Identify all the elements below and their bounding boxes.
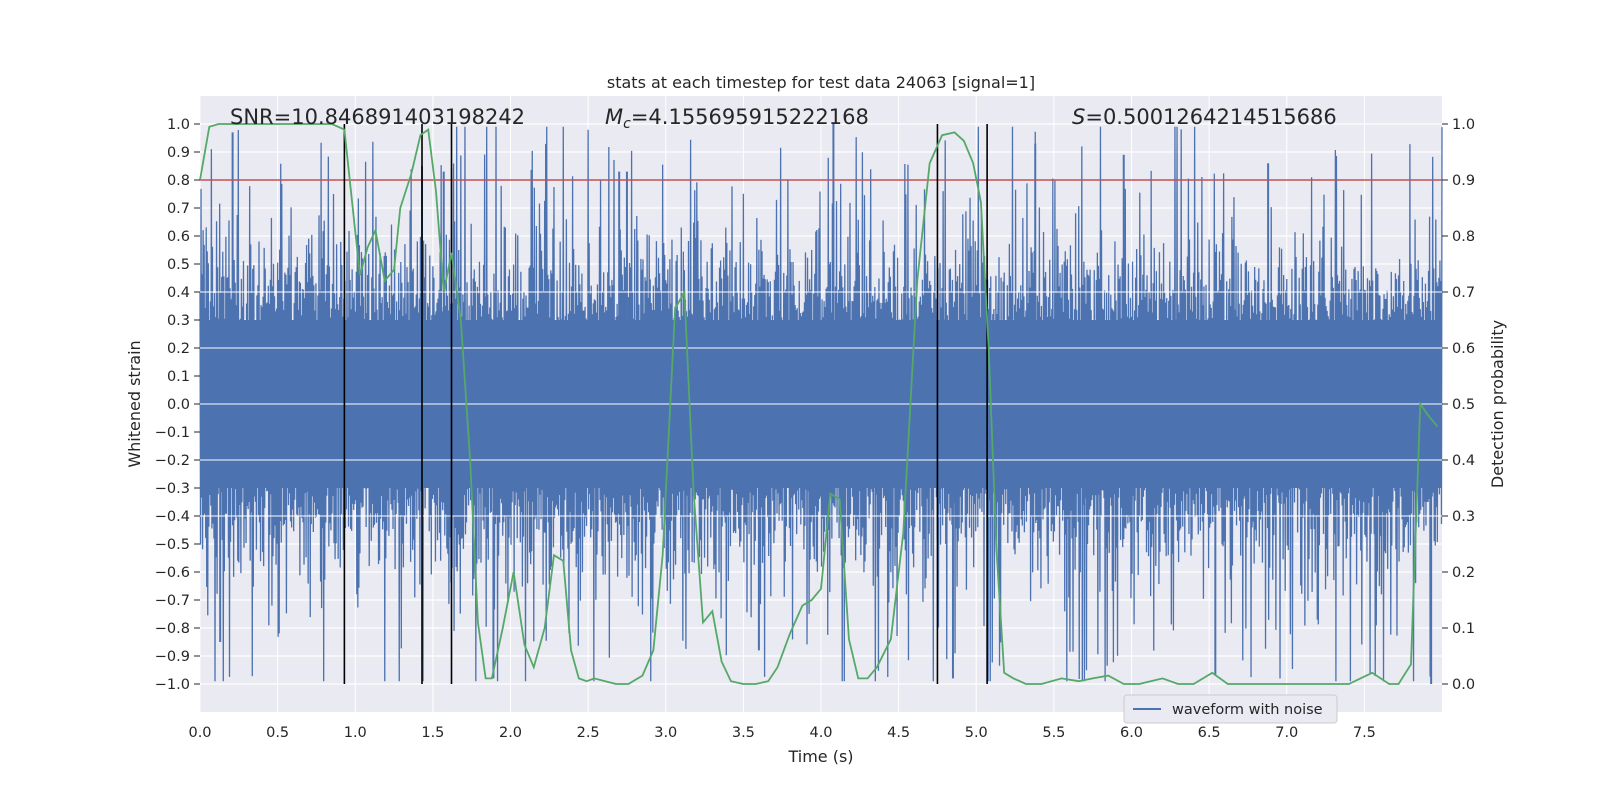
y-tick-label: 0.6 — [167, 229, 190, 245]
y-tick-label: −0.2 — [155, 453, 190, 469]
x-tick-label: 6.5 — [1198, 725, 1221, 741]
axis-ticks: 0.0 0.5 1.0 1.5 2.0 2.5 3.0 3.5 4.0 4.5 5.0 5.5 6.0 6… — [155, 117, 1475, 741]
waveform-series — [199, 124, 1443, 684]
y-tick-label: −1.0 — [155, 677, 190, 693]
y2-tick-label: 0.6 — [1452, 341, 1475, 357]
y-tick-label: −0.6 — [155, 565, 190, 581]
y-tick-label: 0.7 — [167, 201, 190, 217]
y2-tick-label: 0.4 — [1452, 453, 1475, 469]
y2-tick-label: 0.1 — [1452, 621, 1475, 637]
legend: waveform with noise — [1123, 694, 1338, 724]
s-symbol: S — [1072, 105, 1085, 129]
x-tick-label: 7.0 — [1275, 725, 1298, 741]
y2-tick-label: 0.3 — [1452, 509, 1475, 525]
x-tick-label: 4.5 — [887, 725, 910, 741]
y-tick-label: 0.0 — [167, 397, 190, 413]
y-tick-label: −0.1 — [155, 425, 190, 441]
y-tick-label: 0.2 — [167, 341, 190, 357]
y2-tick-label: 0.7 — [1452, 285, 1475, 301]
snr-annotation: SNR=10.846891403198242 — [230, 105, 525, 129]
y-tick-label: 0.9 — [167, 145, 190, 161]
chart-title: stats at each timestep for test data 240… — [607, 73, 1035, 92]
y-tick-label: 0.4 — [167, 285, 190, 301]
y-tick-label: 0.1 — [167, 369, 190, 385]
y2-tick-label: 0.2 — [1452, 565, 1475, 581]
y-tick-label: −0.8 — [155, 621, 190, 637]
y2-tick-label: 0.8 — [1452, 229, 1475, 245]
y-tick-label: 0.8 — [167, 173, 190, 189]
x-tick-label: 0.5 — [266, 725, 289, 741]
x-tick-label: 4.0 — [809, 725, 832, 741]
x-tick-label: 3.0 — [654, 725, 677, 741]
x-tick-label: 0.0 — [188, 725, 211, 741]
x-axis-label: Time (s) — [787, 747, 853, 766]
x-tick-label: 5.0 — [965, 725, 988, 741]
y2-axis-label: Detection probability — [1488, 320, 1507, 488]
y-tick-label: −0.7 — [155, 593, 190, 609]
chirp-mass-subscript: c — [623, 116, 631, 132]
s-annotation: S=0.5001264214515686 — [1072, 105, 1337, 129]
y-tick-label: −0.9 — [155, 649, 190, 665]
y-tick-label: 1.0 — [167, 117, 190, 133]
legend-box — [1123, 694, 1338, 724]
y2-tick-label: 0.9 — [1452, 173, 1475, 189]
y2-tick-label: 0.0 — [1452, 677, 1475, 693]
x-tick-label: 1.0 — [344, 725, 367, 741]
x-tick-label: 2.0 — [499, 725, 522, 741]
x-tick-label: 3.5 — [732, 725, 755, 741]
y-tick-label: −0.3 — [155, 481, 190, 497]
x-tick-label: 7.5 — [1353, 725, 1376, 741]
s-value: =0.5001264214515686 — [1085, 105, 1336, 129]
x-tick-label: 6.0 — [1120, 725, 1143, 741]
chirp-mass-symbol: M — [605, 105, 623, 129]
probability-line — [199, 123, 1439, 685]
chirp-mass-annotation: Mc=4.155695915222168 — [605, 105, 869, 132]
y-tick-label: −0.4 — [155, 509, 190, 525]
y-tick-label: −0.5 — [155, 537, 190, 553]
y-tick-label: 0.3 — [167, 313, 190, 329]
overlays — [200, 124, 1442, 684]
x-tick-label: 5.5 — [1042, 725, 1065, 741]
y-axis-label: Whitened strain — [125, 340, 144, 467]
chirp-mass-value: =4.155695915222168 — [631, 105, 869, 129]
y2-tick-label: 0.5 — [1452, 397, 1475, 413]
y-tick-label: 0.5 — [167, 257, 190, 273]
x-tick-label: 2.5 — [577, 725, 600, 741]
legend-label: waveform with noise — [1172, 702, 1323, 718]
x-tick-label: 1.5 — [421, 725, 444, 741]
y2-tick-label: 1.0 — [1452, 117, 1475, 133]
probability-series — [199, 123, 1439, 685]
